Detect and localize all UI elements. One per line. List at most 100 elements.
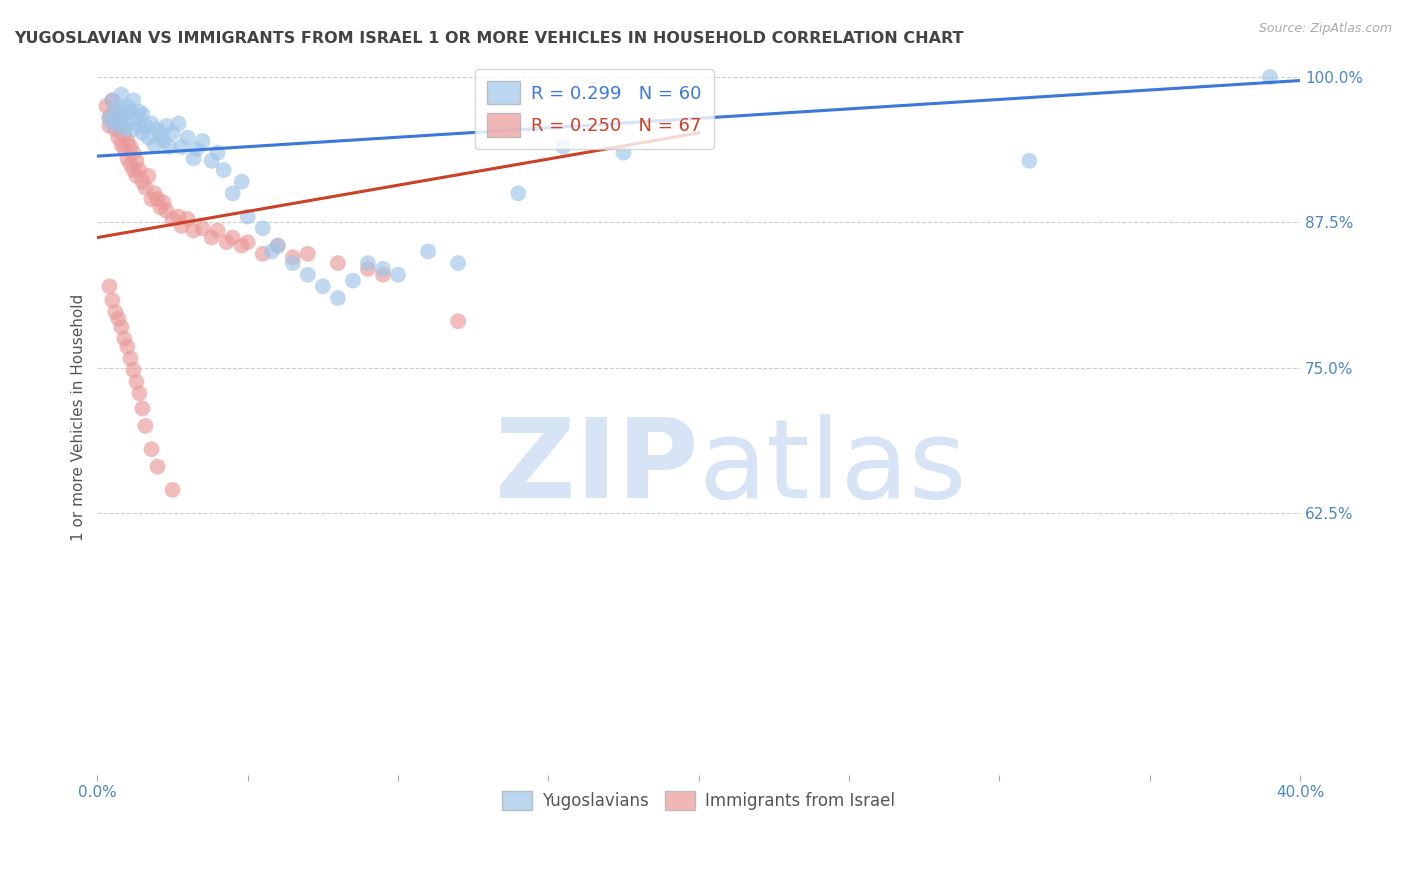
Point [98, 111, 121, 125]
Point [155, 203, 177, 218]
Point [125, 375, 148, 389]
Point [612, 145, 634, 160]
Point [152, 134, 174, 148]
Point [120, 140, 142, 154]
Point [120, 104, 142, 119]
Point [107, 99, 129, 113]
Point [146, 122, 169, 136]
Point [162, 126, 184, 140]
Point [170, 140, 193, 154]
Point [141, 192, 163, 206]
Point [170, 219, 193, 233]
Point [122, 163, 145, 178]
Text: atlas: atlas [699, 414, 967, 521]
Point [357, 256, 380, 270]
Point [201, 230, 224, 244]
Point [122, 93, 145, 107]
Point [96, 99, 118, 113]
Point [117, 340, 139, 354]
Point [107, 114, 129, 128]
Point [143, 137, 166, 152]
Point [125, 153, 148, 168]
Point [267, 238, 290, 252]
Point [357, 261, 380, 276]
Point [138, 169, 160, 183]
Point [508, 186, 530, 201]
Point [122, 122, 145, 136]
Point [101, 93, 124, 107]
Point [141, 117, 163, 131]
Point [207, 223, 229, 237]
Point [236, 210, 259, 224]
Point [183, 223, 205, 237]
Point [117, 134, 139, 148]
Point [297, 268, 319, 282]
Point [221, 186, 243, 201]
Point [101, 93, 124, 107]
Point [117, 117, 139, 131]
Point [167, 117, 190, 131]
Point [201, 153, 224, 168]
Point [117, 99, 139, 113]
Point [281, 256, 304, 270]
Point [260, 244, 283, 259]
Point [131, 126, 153, 140]
Point [176, 130, 198, 145]
Point [112, 128, 135, 143]
Point [110, 111, 132, 125]
Point [267, 238, 290, 252]
Point [326, 291, 349, 305]
Point [120, 157, 142, 171]
Point [98, 119, 121, 133]
Point [1018, 153, 1040, 168]
Point [110, 137, 132, 152]
Point [371, 261, 394, 276]
Point [281, 250, 304, 264]
Point [138, 130, 160, 145]
Point [128, 386, 150, 401]
Point [371, 268, 394, 282]
Point [152, 195, 174, 210]
Point [149, 200, 172, 214]
Point [231, 238, 253, 252]
Point [134, 119, 156, 133]
Point [98, 111, 121, 125]
Point [112, 142, 135, 156]
Point [191, 134, 214, 148]
Point [125, 169, 148, 183]
Point [131, 401, 153, 416]
Text: YUGOSLAVIAN VS IMMIGRANTS FROM ISRAEL 1 OR MORE VEHICLES IN HOUSEHOLD CORRELATIO: YUGOSLAVIAN VS IMMIGRANTS FROM ISRAEL 1 … [14, 31, 963, 46]
Point [162, 211, 184, 226]
Point [125, 111, 148, 125]
Point [104, 104, 127, 119]
Point [447, 314, 470, 328]
Point [101, 293, 124, 308]
Point [122, 145, 145, 160]
Point [447, 256, 470, 270]
Point [146, 192, 169, 206]
Point [159, 140, 181, 154]
Point [553, 140, 575, 154]
Point [326, 256, 349, 270]
Point [207, 145, 229, 160]
Point [104, 104, 127, 119]
Point [110, 119, 132, 133]
Point [104, 122, 127, 136]
Point [112, 122, 135, 136]
Point [162, 483, 184, 497]
Point [128, 163, 150, 178]
Point [149, 128, 172, 143]
Point [176, 211, 198, 226]
Y-axis label: 1 or more Vehicles in Household: 1 or more Vehicles in Household [72, 293, 86, 541]
Point [131, 107, 153, 121]
Point [112, 104, 135, 119]
Point [155, 119, 177, 133]
Point [117, 152, 139, 166]
Legend: Yugoslavians, Immigrants from Israel: Yugoslavians, Immigrants from Israel [495, 784, 903, 816]
Point [312, 279, 335, 293]
Point [104, 305, 127, 319]
Point [416, 244, 439, 259]
Point [1258, 70, 1281, 84]
Point [107, 312, 129, 326]
Point [387, 268, 409, 282]
